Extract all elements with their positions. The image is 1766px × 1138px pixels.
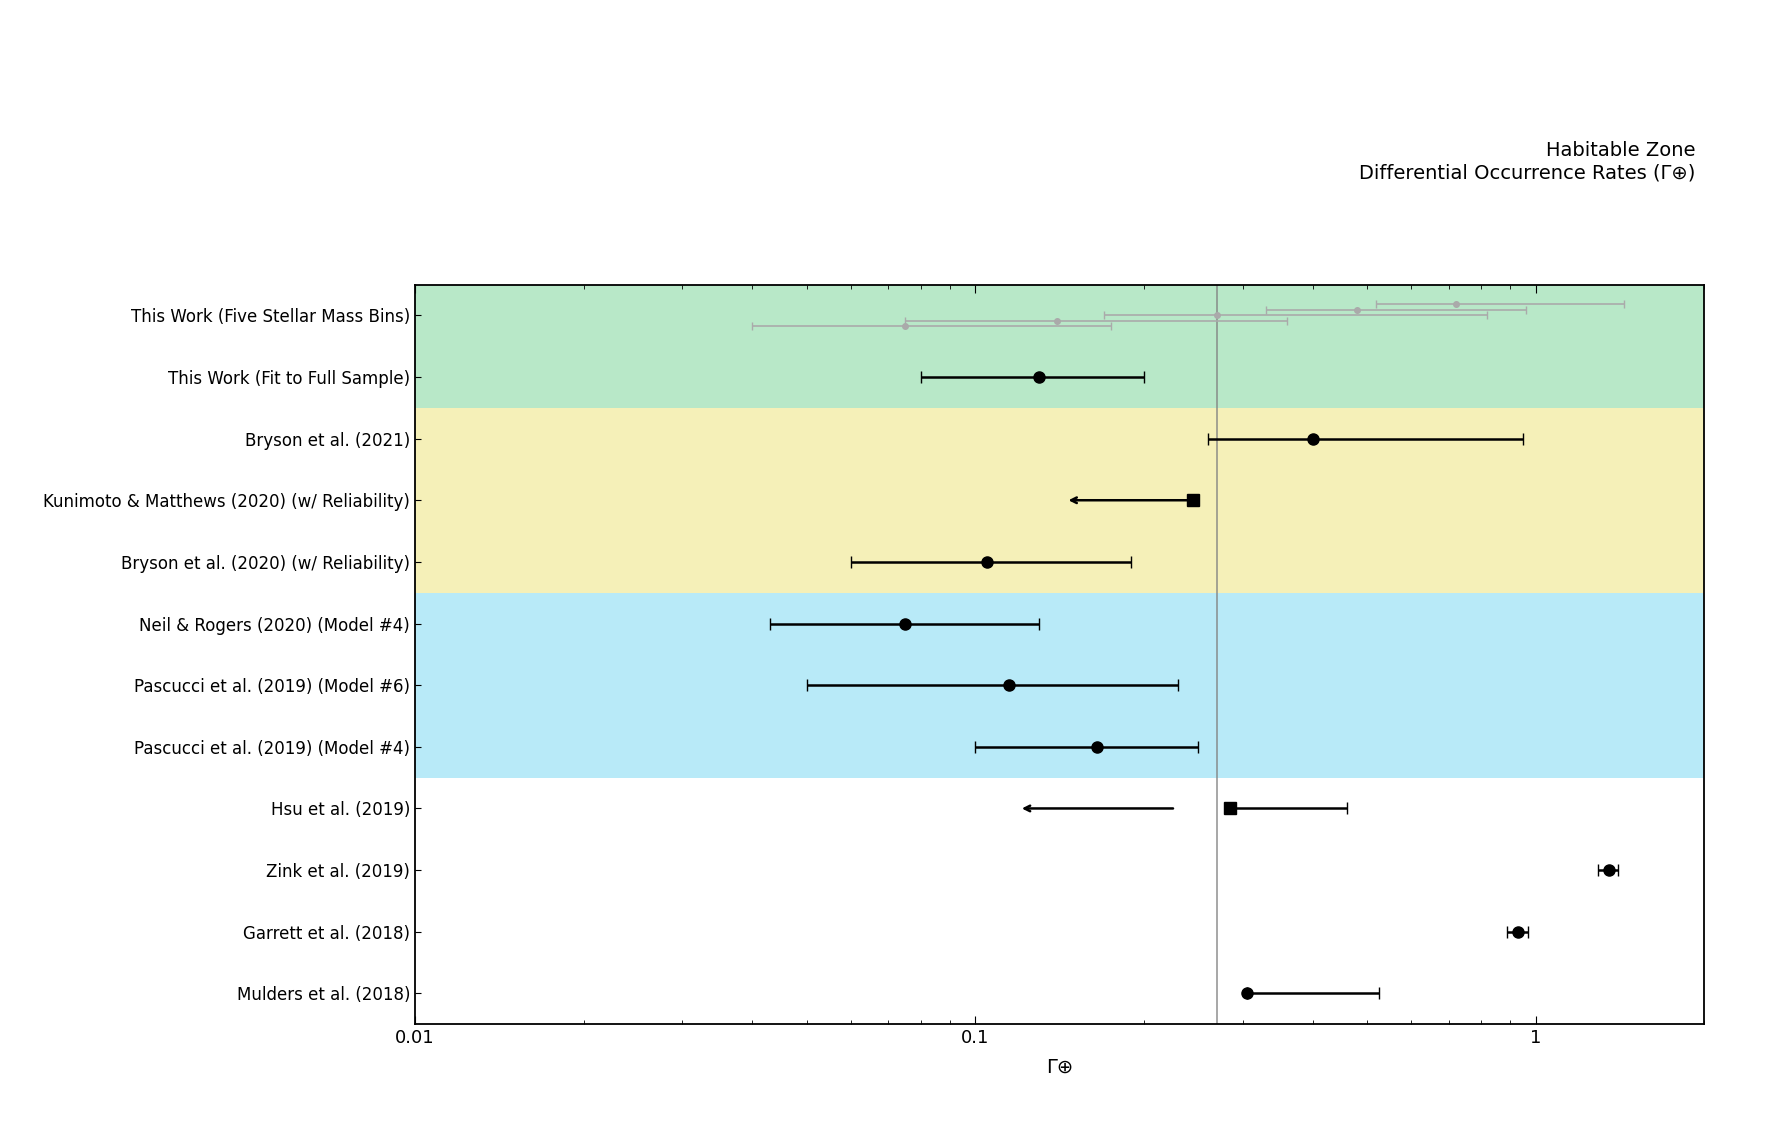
Text: Habitable Zone
Differential Occurrence Rates (Γ⊕): Habitable Zone Differential Occurrence R… (1360, 141, 1695, 182)
Bar (415, 284, 1704, 407)
Bar (415, 407, 1704, 593)
X-axis label: Γ⊕: Γ⊕ (1045, 1058, 1074, 1078)
Bar (415, 593, 1704, 777)
